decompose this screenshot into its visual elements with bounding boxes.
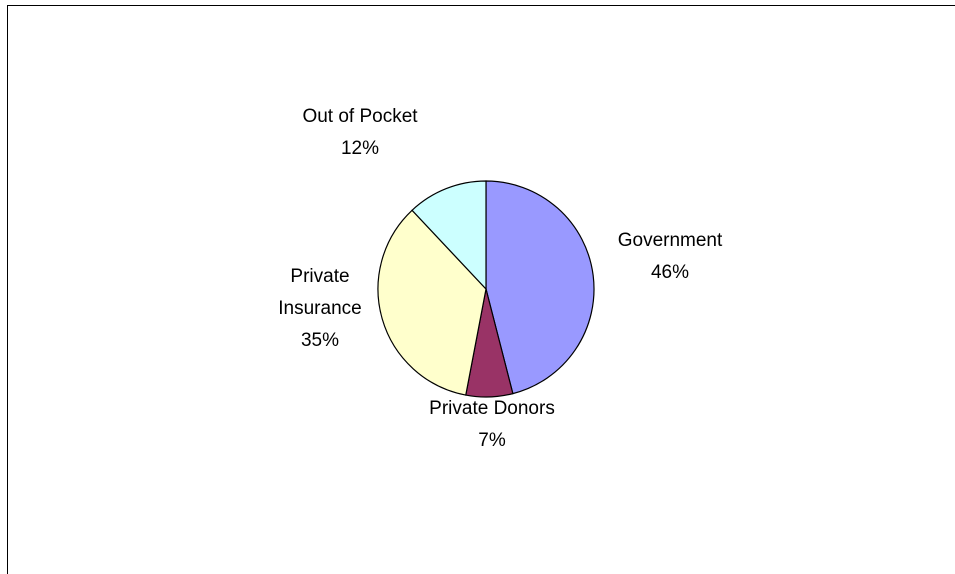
- slice-label-line: Private Donors: [429, 398, 555, 419]
- slice-percent: 12%: [341, 138, 379, 159]
- pie-slice-government: [485, 180, 595, 395]
- slice-percent: 46%: [651, 262, 689, 283]
- slice-label-private-donors: Private Donors 7%: [429, 398, 555, 451]
- slice-percent: 7%: [478, 430, 506, 451]
- slice-label-out-of-pocket: Out of Pocket 12%: [302, 106, 418, 159]
- slice-label-government: Government 46%: [618, 230, 723, 283]
- slice-label-line: Insurance: [278, 298, 361, 319]
- slice-label-private-insurance: Private Insurance 35%: [278, 266, 361, 351]
- slice-label-line: Out of Pocket: [302, 106, 418, 127]
- slice-label-line: Government: [618, 230, 723, 251]
- slice-percent: 35%: [301, 330, 339, 351]
- pie-slice-private-insurance: [377, 209, 487, 396]
- pie-slice-out-of-pocket: [411, 180, 487, 291]
- slice-label-line: Private: [290, 266, 349, 287]
